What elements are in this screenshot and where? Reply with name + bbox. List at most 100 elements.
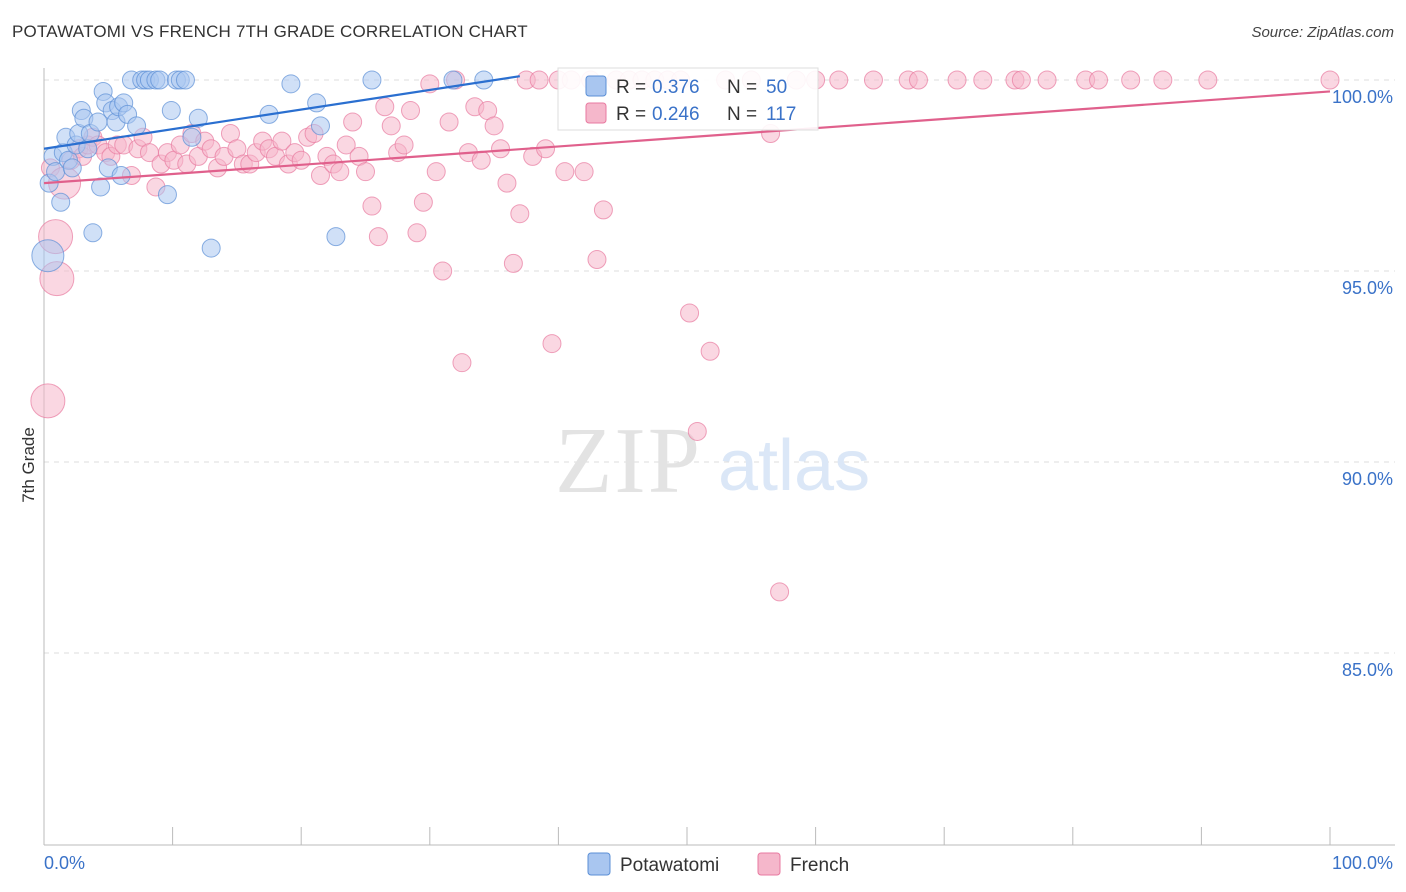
potawatomi-trend-line bbox=[43, 75, 520, 150]
y-tick-label: 95.0% bbox=[1342, 278, 1393, 298]
watermark: ZIP atlas bbox=[555, 409, 870, 513]
french-point bbox=[30, 383, 66, 419]
y-axis-label: 7th Grade bbox=[19, 427, 38, 503]
legend-r-label: R = bbox=[616, 104, 646, 125]
french-point bbox=[413, 192, 433, 212]
chart-title: POTAWATOMI VS FRENCH 7TH GRADE CORRELATI… bbox=[12, 22, 528, 41]
legend-r-value: 0.376 bbox=[652, 77, 700, 98]
french-point bbox=[574, 162, 594, 182]
legend-r-value: 0.246 bbox=[652, 104, 700, 125]
legend-swatch bbox=[585, 102, 607, 124]
french-point bbox=[310, 166, 330, 185]
french-point bbox=[401, 101, 421, 121]
potawatomi-point bbox=[83, 223, 103, 243]
french-point bbox=[593, 200, 613, 220]
french-point bbox=[362, 196, 382, 216]
x-tick-label: 0.0% bbox=[44, 853, 85, 873]
potawatomi-point bbox=[201, 238, 221, 258]
legend-n-label: N = bbox=[727, 77, 757, 98]
legend-n-value: 117 bbox=[766, 104, 796, 125]
bottom-legend-label: Potawatomi bbox=[620, 855, 719, 876]
french-point bbox=[452, 353, 472, 373]
source-label: Source: ZipAtlas.com bbox=[1251, 24, 1394, 41]
french-point bbox=[330, 162, 350, 182]
french-point bbox=[381, 116, 401, 136]
potawatomi-point bbox=[188, 108, 208, 128]
potawatomi-point bbox=[175, 70, 195, 90]
legend: R = 0.376 N = 50 R = 0.246 N = 117 bbox=[557, 67, 819, 131]
legend-n-label: N = bbox=[727, 104, 757, 125]
potawatomi-point bbox=[91, 177, 111, 197]
french-point bbox=[529, 70, 549, 90]
french-point bbox=[1153, 70, 1173, 90]
french-point bbox=[375, 97, 395, 117]
legend-swatch bbox=[585, 75, 607, 97]
french-point bbox=[426, 162, 446, 182]
legend-n-value: 50 bbox=[766, 77, 787, 98]
french-point bbox=[1121, 70, 1141, 90]
french-point bbox=[770, 582, 790, 602]
french-point bbox=[510, 204, 530, 224]
data-points bbox=[30, 70, 1340, 602]
french-point bbox=[700, 341, 720, 361]
y-tick-label: 85.0% bbox=[1342, 660, 1393, 680]
potawatomi-point bbox=[150, 70, 170, 90]
y-tick-label: 100.0% bbox=[1332, 87, 1393, 107]
french-point bbox=[336, 135, 356, 155]
french-point bbox=[947, 70, 967, 90]
french-point bbox=[908, 70, 928, 90]
legend-r-label: R = bbox=[616, 77, 646, 98]
french-point bbox=[687, 421, 707, 441]
potawatomi-point bbox=[326, 227, 346, 247]
y-tick-label: 90.0% bbox=[1342, 469, 1393, 489]
watermark-zip: ZIP bbox=[555, 409, 702, 513]
french-point bbox=[587, 250, 607, 270]
bottom-legend-swatch bbox=[757, 852, 781, 876]
french-point bbox=[973, 70, 993, 90]
french-point bbox=[542, 334, 562, 354]
tick-labels: 100.0% 95.0% 90.0% 85.0% 0.0% 100.0% bbox=[44, 87, 1393, 873]
trend-lines bbox=[43, 75, 1331, 185]
french-trend-line bbox=[43, 90, 1331, 185]
french-point bbox=[1320, 70, 1340, 90]
french-point bbox=[433, 261, 453, 281]
french-point bbox=[439, 112, 459, 132]
french-point bbox=[555, 162, 575, 182]
french-point bbox=[1089, 70, 1109, 90]
french-point bbox=[291, 150, 311, 170]
french-point bbox=[407, 223, 427, 243]
french-point bbox=[497, 173, 517, 193]
potawatomi-point bbox=[157, 185, 177, 205]
french-point bbox=[1011, 70, 1031, 90]
x-tick-label: 100.0% bbox=[1332, 853, 1393, 873]
french-point bbox=[491, 139, 511, 159]
french-point bbox=[471, 150, 491, 170]
axes bbox=[43, 68, 1395, 846]
bottom-legend-swatch bbox=[587, 852, 611, 876]
potawatomi-point bbox=[182, 127, 202, 147]
french-point bbox=[356, 162, 375, 182]
french-point bbox=[484, 116, 504, 136]
potawatomi-point bbox=[31, 239, 65, 273]
potawatomi-point bbox=[161, 101, 181, 121]
french-point bbox=[1037, 70, 1057, 90]
bottom-legend-label: French bbox=[790, 855, 849, 876]
potawatomi-point bbox=[443, 70, 463, 90]
potawatomi-point bbox=[62, 158, 82, 178]
potawatomi-point bbox=[362, 70, 382, 90]
french-point bbox=[829, 70, 849, 90]
watermark-atlas: atlas bbox=[718, 426, 870, 506]
french-point bbox=[368, 227, 388, 247]
french-point bbox=[503, 253, 523, 273]
potawatomi-point bbox=[51, 192, 71, 212]
potawatomi-point bbox=[310, 116, 330, 136]
french-point bbox=[343, 112, 363, 132]
potawatomi-point bbox=[127, 116, 147, 136]
french-point bbox=[1198, 70, 1218, 90]
bottom-legend: Potawatomi French bbox=[587, 852, 849, 876]
potawatomi-point bbox=[111, 166, 131, 185]
french-point bbox=[863, 70, 883, 90]
french-point bbox=[680, 303, 700, 323]
french-point bbox=[394, 135, 414, 155]
